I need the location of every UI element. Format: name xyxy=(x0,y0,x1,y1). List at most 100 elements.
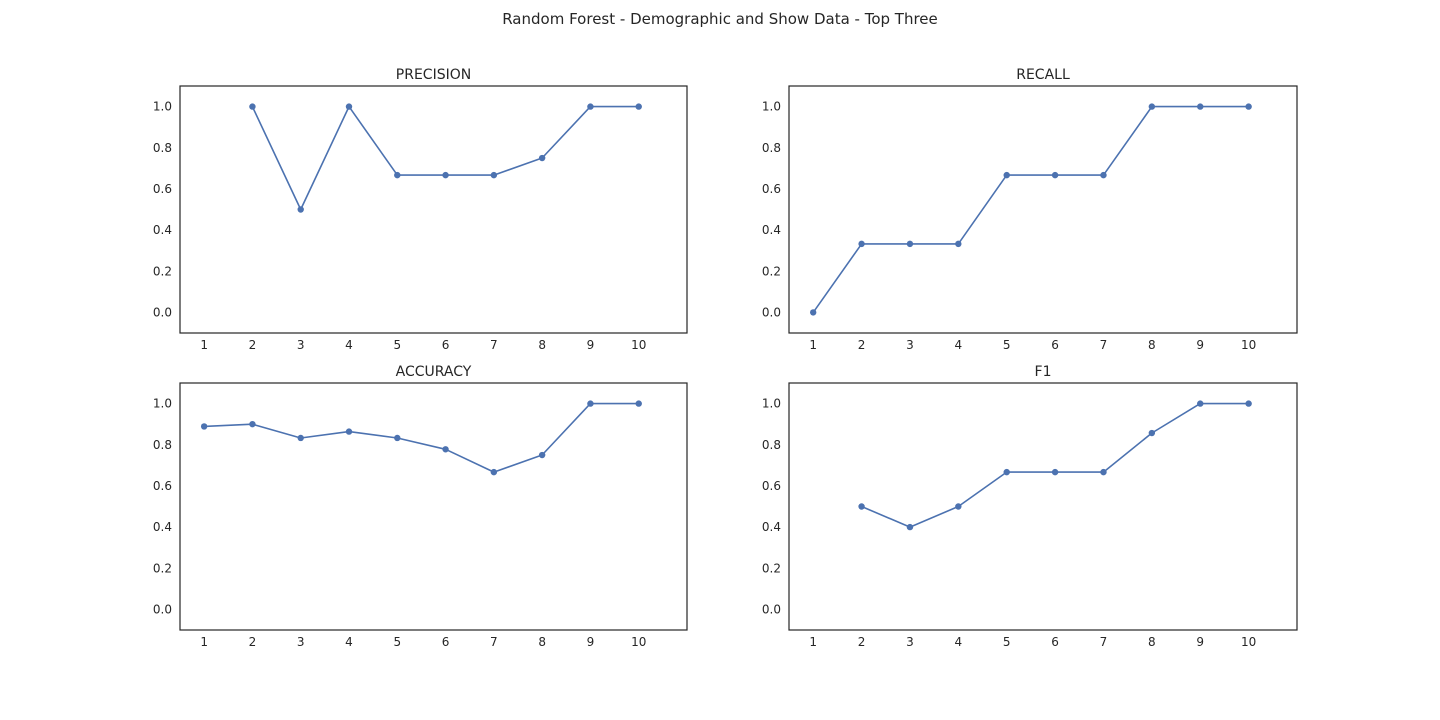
recall-data-point xyxy=(955,240,962,248)
recall-ytick-label: 0.2 xyxy=(762,264,781,278)
accuracy-xtick-label: 9 xyxy=(587,635,595,649)
accuracy-data-point xyxy=(442,446,449,453)
recall-title: RECALL xyxy=(1016,67,1070,83)
f1-data-point xyxy=(955,503,962,510)
accuracy-series-line xyxy=(204,402,639,473)
recall-xtick-label: 6 xyxy=(1051,338,1059,352)
accuracy-data-point xyxy=(587,400,594,407)
recall-xtick-label: 2 xyxy=(858,338,866,352)
precision-xtick-label: 4 xyxy=(345,338,353,352)
recall-ytick-label: 1.0 xyxy=(762,100,781,114)
accuracy-panel: ACCURACY 1 2 3 4 5 6 7 8 9 10 0.0 0.2 0.4 0.6 0.8 1.0 xyxy=(153,364,688,649)
precision-xtick-label: 9 xyxy=(587,338,595,352)
precision-xtick-label: 8 xyxy=(538,338,546,352)
accuracy-ytick-label: 0.2 xyxy=(153,561,172,575)
precision-panel: PRECISION 1 2 3 4 5 6 7 8 9 10 0.0 0.2 0.4 0.6 0.8 1.0 xyxy=(153,67,688,352)
recall-xtick-label: 1 xyxy=(809,338,817,352)
accuracy-data-point xyxy=(297,434,304,442)
precision-xtick-label: 5 xyxy=(393,338,401,352)
f1-ytick-label: 1.0 xyxy=(762,397,781,411)
figure-title: Random Forest - Demographic and Show Dat… xyxy=(502,10,938,28)
precision-data-point xyxy=(587,103,594,110)
accuracy-xtick-label: 7 xyxy=(490,635,498,649)
f1-data-point xyxy=(1051,468,1059,476)
precision-ytick-label: 0.4 xyxy=(153,223,172,237)
f1-xtick-label: 5 xyxy=(1003,635,1011,649)
recall-xtick-label: 8 xyxy=(1148,338,1156,352)
precision-data-point xyxy=(345,103,353,110)
accuracy-data-point xyxy=(200,423,208,430)
accuracy-ytick-label: 0.6 xyxy=(153,479,172,493)
recall-data-point xyxy=(809,309,817,316)
recall-xtick-label: 9 xyxy=(1196,338,1204,352)
accuracy-title: ACCURACY xyxy=(396,364,472,380)
f1-ytick-label: 0.0 xyxy=(762,602,781,616)
recall-data-point xyxy=(1003,171,1010,179)
accuracy-ytick-label: 0.4 xyxy=(153,520,172,534)
accuracy-data-point xyxy=(538,451,546,459)
recall-xtick-label: 7 xyxy=(1100,338,1108,352)
precision-frame xyxy=(179,85,688,334)
precision-data-point xyxy=(490,171,498,179)
recall-series-line xyxy=(812,105,1249,313)
precision-xtick-label: 7 xyxy=(490,338,498,352)
precision-xtick-label: 1 xyxy=(200,338,208,352)
f1-xtick-label: 9 xyxy=(1196,635,1204,649)
accuracy-data-point xyxy=(249,420,256,428)
precision-ytick-label: 0.0 xyxy=(153,305,172,319)
recall-ytick-label: 0.0 xyxy=(762,305,781,319)
recall-frame xyxy=(788,85,1298,334)
f1-xtick-label: 4 xyxy=(955,635,963,649)
accuracy-xtick-label: 10 xyxy=(631,635,646,649)
f1-data-point xyxy=(858,503,865,510)
accuracy-xtick-label: 6 xyxy=(442,635,450,649)
recall-ytick-label: 0.8 xyxy=(762,141,781,155)
f1-data-point xyxy=(1245,400,1252,407)
recall-data-point xyxy=(1100,171,1107,179)
recall-xtick-label: 10 xyxy=(1241,338,1256,352)
f1-data-point xyxy=(1197,400,1204,407)
recall-data-point xyxy=(1051,171,1059,179)
accuracy-ytick-label: 0.8 xyxy=(153,438,172,452)
f1-frame xyxy=(788,382,1298,631)
f1-ytick-label: 0.2 xyxy=(762,561,781,575)
recall-xtick-label: 3 xyxy=(906,338,914,352)
f1-data-point xyxy=(906,523,914,531)
f1-data-point xyxy=(1003,468,1010,476)
accuracy-xtick-label: 8 xyxy=(538,635,546,649)
f1-ytick-label: 0.6 xyxy=(762,479,781,493)
precision-data-point xyxy=(442,171,449,179)
recall-ytick-label: 0.6 xyxy=(762,182,781,196)
precision-ytick-label: 1.0 xyxy=(153,100,172,114)
accuracy-frame xyxy=(179,382,688,631)
precision-data-point xyxy=(538,154,546,162)
precision-ytick-label: 0.6 xyxy=(153,182,172,196)
f1-xtick-label: 8 xyxy=(1148,635,1156,649)
f1-xtick-label: 2 xyxy=(858,635,866,649)
f1-ytick-label: 0.8 xyxy=(762,438,781,452)
f1-data-point xyxy=(1100,468,1107,476)
recall-data-point xyxy=(906,240,914,248)
precision-xtick-label: 2 xyxy=(249,338,257,352)
accuracy-data-point xyxy=(345,428,353,435)
accuracy-xtick-label: 4 xyxy=(345,635,353,649)
precision-xtick-label: 6 xyxy=(442,338,450,352)
accuracy-xtick-label: 1 xyxy=(200,635,208,649)
precision-data-point xyxy=(297,206,304,213)
precision-data-point xyxy=(394,171,401,179)
accuracy-ytick-label: 0.0 xyxy=(153,602,172,616)
f1-xtick-label: 7 xyxy=(1100,635,1108,649)
recall-xtick-label: 5 xyxy=(1003,338,1011,352)
recall-data-point xyxy=(858,240,865,248)
recall-data-point xyxy=(1245,103,1252,110)
recall-xtick-label: 4 xyxy=(955,338,963,352)
accuracy-xtick-label: 2 xyxy=(249,635,257,649)
accuracy-data-point xyxy=(394,434,401,442)
recall-ytick-label: 0.4 xyxy=(762,223,781,237)
recall-data-point xyxy=(1148,103,1156,110)
precision-data-point xyxy=(635,103,642,110)
accuracy-xtick-label: 3 xyxy=(297,635,305,649)
f1-panel: F1 1 2 3 4 5 6 7 8 9 10 0.0 0.2 0.4 0.6 0.8 1.0 xyxy=(762,364,1298,649)
recall-data-point xyxy=(1197,103,1204,110)
